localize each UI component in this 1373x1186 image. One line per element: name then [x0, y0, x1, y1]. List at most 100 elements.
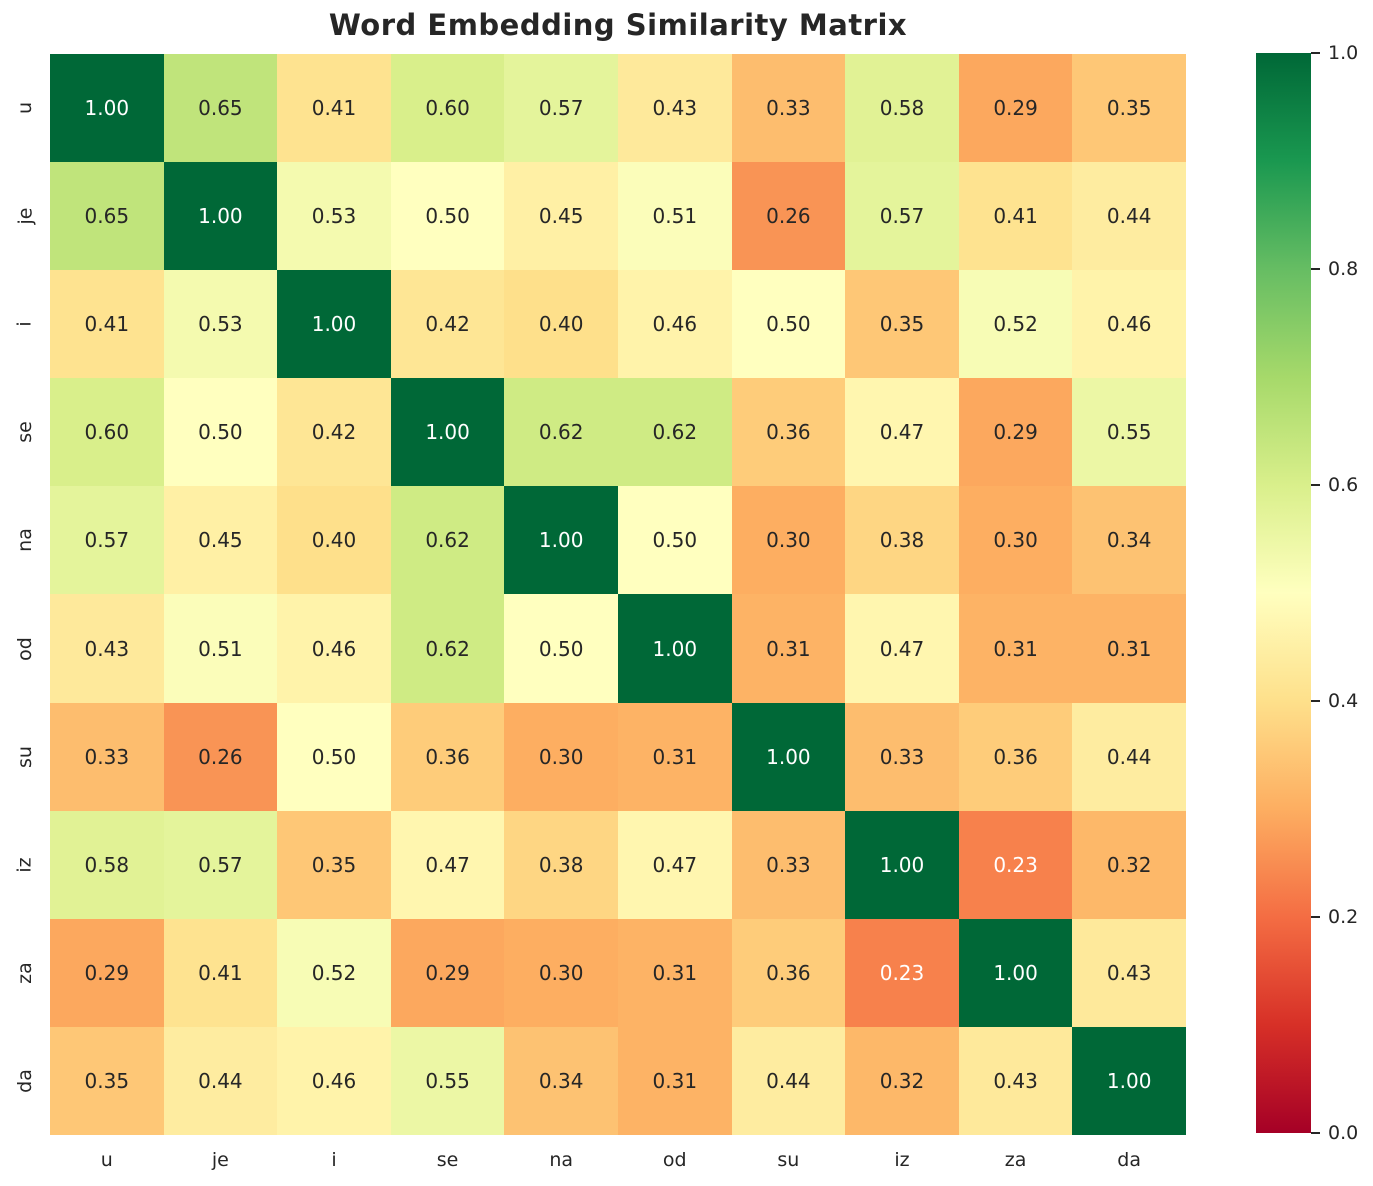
heatmap-cell: 0.40 [277, 486, 391, 595]
heatmap-cell: 0.44 [163, 1026, 278, 1135]
heatmap-cell: 0.29 [958, 378, 1073, 487]
heatmap-cell: 0.65 [50, 162, 164, 271]
heatmap-cell: 0.35 [50, 1026, 164, 1135]
heatmap-cell: 0.57 [163, 810, 278, 919]
heatmap-cell: 0.30 [504, 702, 618, 811]
heatmap-cell: 0.50 [277, 702, 391, 811]
heatmap-cell: 0.50 [617, 486, 732, 595]
heatmap-cell: 0.47 [845, 594, 959, 703]
heatmap-cell: 0.31 [617, 1026, 732, 1135]
heatmap-cell: 0.29 [50, 918, 164, 1027]
colorbar-tick-mark [1311, 484, 1320, 486]
heatmap-cell: 0.50 [504, 594, 618, 703]
heatmap-cell: 1.00 [845, 810, 959, 919]
y-tick-label: da [14, 1069, 36, 1093]
x-tick-label: da [1117, 1149, 1141, 1171]
heatmap-cell: 1.00 [277, 270, 391, 379]
heatmap-cell: 0.34 [504, 1026, 618, 1135]
heatmap-cell: 0.53 [277, 162, 391, 271]
heatmap-cell: 0.62 [504, 378, 618, 487]
heatmap-cell: 1.00 [163, 162, 278, 271]
heatmap-cell: 0.44 [731, 1026, 846, 1135]
y-tick-label: se [14, 421, 36, 444]
heatmap-cell: 0.65 [163, 54, 278, 163]
y-tick-label: na [14, 528, 36, 553]
heatmap-cell: 0.43 [958, 1026, 1073, 1135]
colorbar-tick-mark [1311, 916, 1320, 918]
x-tick-label: se [436, 1149, 459, 1171]
heatmap-cell: 0.36 [731, 918, 846, 1027]
heatmap-cell: 0.47 [390, 810, 505, 919]
heatmap-cell: 0.33 [50, 702, 164, 811]
heatmap-cell: 0.43 [50, 594, 164, 703]
colorbar-tick-label: 1.0 [1328, 42, 1359, 64]
x-tick-label: za [1004, 1149, 1027, 1171]
heatmap-cell: 0.57 [504, 54, 618, 163]
heatmap-cell: 0.50 [163, 378, 278, 487]
heatmap-cell: 0.31 [617, 702, 732, 811]
colorbar-ticks: 1.0 0.8 0.6 0.4 0.2 0.0 [1311, 42, 1373, 1144]
y-tick-label: u [13, 102, 36, 115]
heatmap-cell: 1.00 [390, 378, 505, 487]
heatmap-cell: 1.00 [958, 918, 1073, 1027]
heatmap-cell: 0.60 [390, 54, 505, 163]
colorbar-tick-mark [1311, 52, 1320, 54]
heatmap-cell: 0.41 [958, 162, 1073, 271]
heatmap-cell: 0.32 [845, 1026, 959, 1135]
heatmap-cell: 0.52 [958, 270, 1073, 379]
heatmap-cell: 0.51 [163, 594, 278, 703]
x-tick-label: od [662, 1149, 687, 1171]
heatmap-cell: 0.36 [390, 702, 505, 811]
heatmap-cell: 0.62 [390, 594, 505, 703]
heatmap-cell: 0.43 [617, 54, 732, 163]
heatmap-cell: 0.32 [1072, 810, 1186, 919]
heatmap-cell: 0.36 [958, 702, 1073, 811]
heatmap-cell: 0.41 [277, 54, 391, 163]
heatmap-cell: 0.38 [504, 810, 618, 919]
heatmap-cell: 0.41 [50, 270, 164, 379]
heatmap-cell: 0.33 [731, 810, 846, 919]
colorbar-tick-label: 0.0 [1328, 1122, 1359, 1144]
heatmap-cell: 0.31 [1072, 594, 1186, 703]
heatmap-cell: 0.44 [1072, 702, 1186, 811]
heatmap-cell: 0.50 [731, 270, 846, 379]
heatmap-grid: 1.00 0.65 0.41 0.60 0.57 0.43 0.33 0.58 0.29 0.35… [50, 54, 1186, 1135]
heatmap-cell: 1.00 [1072, 1026, 1186, 1135]
heatmap-cell: 0.62 [617, 378, 732, 487]
heatmap-cell: 0.30 [958, 486, 1073, 595]
heatmap-cell: 0.45 [163, 486, 278, 595]
heatmap-cell: 0.52 [277, 918, 391, 1027]
heatmap-cell: 0.45 [504, 162, 618, 271]
heatmap-cell: 0.36 [731, 378, 846, 487]
y-tick-label: od [14, 636, 36, 661]
heatmap-cell: 0.26 [731, 162, 846, 271]
heatmap-cell: 0.46 [277, 594, 391, 703]
chart-title: Word Embedding Similarity Matrix [328, 8, 908, 42]
heatmap-cell: 0.47 [617, 810, 732, 919]
y-tick-label: i [14, 321, 36, 327]
heatmap-cell: 0.42 [390, 270, 505, 379]
heatmap-cell: 0.60 [50, 378, 164, 487]
heatmap-cell: 0.34 [1072, 486, 1186, 595]
heatmap-cell: 0.62 [390, 486, 505, 595]
heatmap-cell: 0.46 [617, 270, 732, 379]
heatmap-cell: 0.29 [390, 918, 505, 1027]
heatmap-cell: 0.55 [390, 1026, 505, 1135]
heatmap-cell: 0.51 [617, 162, 732, 271]
heatmap-cell: 0.23 [845, 918, 959, 1027]
y-axis-labels: u je i se na od su iz za da [0, 54, 50, 1135]
y-tick-label: iz [13, 857, 36, 873]
colorbar-tick-mark [1311, 700, 1320, 702]
heatmap-cell: 0.53 [163, 270, 278, 379]
x-tick-label: su [777, 1149, 800, 1171]
heatmap-cell: 0.46 [277, 1026, 391, 1135]
heatmap-cell: 0.57 [50, 486, 164, 595]
heatmap-cell: 0.35 [277, 810, 391, 919]
x-tick-label: u [100, 1149, 113, 1171]
x-tick-label: iz [894, 1149, 910, 1171]
heatmap-cell: 0.43 [1072, 918, 1186, 1027]
heatmap-cell: 0.40 [504, 270, 618, 379]
x-tick-label: je [211, 1149, 229, 1171]
colorbar-tick-mark [1311, 1132, 1320, 1134]
heatmap-cell: 1.00 [731, 702, 846, 811]
